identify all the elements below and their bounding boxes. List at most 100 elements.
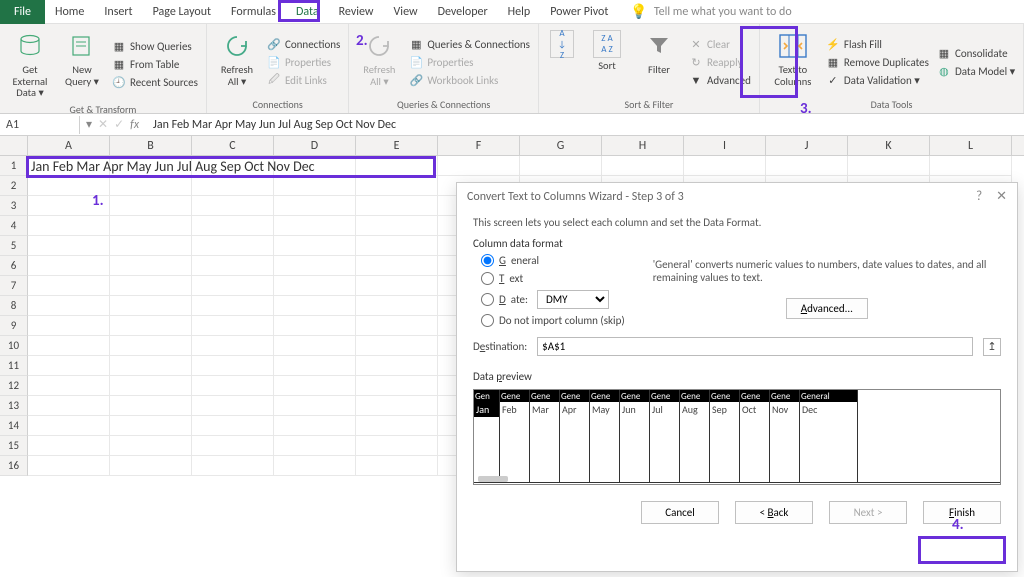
tab-help[interactable]: Help	[498, 1, 541, 23]
cell[interactable]	[356, 376, 438, 396]
dropdown-icon[interactable]: ▾	[86, 117, 92, 132]
consolidate-button[interactable]: ▦Consolidate	[935, 45, 1017, 61]
cell[interactable]	[274, 236, 356, 256]
row-header[interactable]: 16	[0, 456, 28, 476]
tab-view[interactable]: View	[384, 1, 428, 23]
cell[interactable]	[356, 276, 438, 296]
cell[interactable]	[848, 156, 930, 176]
cell[interactable]	[28, 256, 110, 276]
cell[interactable]	[28, 236, 110, 256]
column-header[interactable]: H	[602, 136, 684, 155]
cell[interactable]	[192, 296, 274, 316]
cell[interactable]	[356, 256, 438, 276]
cell[interactable]	[356, 356, 438, 376]
cell[interactable]	[438, 156, 520, 176]
qc-properties-button[interactable]: 📄Properties	[407, 54, 532, 70]
cell[interactable]	[192, 416, 274, 436]
cell[interactable]	[274, 216, 356, 236]
cell[interactable]	[192, 276, 274, 296]
row-header[interactable]: 13	[0, 396, 28, 416]
cell[interactable]	[110, 436, 192, 456]
cell[interactable]	[192, 356, 274, 376]
column-header[interactable]: K	[848, 136, 930, 155]
cell[interactable]	[356, 156, 438, 176]
cell[interactable]	[274, 396, 356, 416]
cell[interactable]	[192, 376, 274, 396]
cell[interactable]	[274, 276, 356, 296]
preview-column[interactable]: GeneMay	[590, 390, 620, 482]
cell[interactable]	[356, 416, 438, 436]
cell[interactable]	[274, 436, 356, 456]
row-header[interactable]: 2	[0, 176, 28, 196]
cell[interactable]	[28, 356, 110, 376]
cell[interactable]	[766, 156, 848, 176]
cell[interactable]	[28, 276, 110, 296]
column-header[interactable]: E	[356, 136, 438, 155]
back-button[interactable]: < Back	[735, 501, 813, 524]
radio-skip[interactable]	[481, 314, 494, 327]
row-header[interactable]: 3	[0, 196, 28, 216]
cell[interactable]	[356, 396, 438, 416]
cell[interactable]	[28, 316, 110, 336]
tab-power-pivot[interactable]: Power Pivot	[540, 1, 618, 23]
cell[interactable]	[930, 156, 1012, 176]
cell[interactable]	[192, 256, 274, 276]
column-header[interactable]: J	[766, 136, 848, 155]
cell[interactable]	[274, 376, 356, 396]
cell[interactable]	[192, 396, 274, 416]
radio-date[interactable]	[481, 293, 494, 306]
advanced-filter-button[interactable]: ▼Advanced	[687, 72, 753, 88]
data-model-button[interactable]: ◍Data Model ▾	[935, 63, 1017, 79]
cell[interactable]	[110, 256, 192, 276]
preview-column[interactable]: GeneMar	[530, 390, 560, 482]
radio-general[interactable]	[481, 254, 494, 267]
sort-az-button[interactable]: A↓Z	[545, 28, 579, 96]
preview-column[interactable]: GeneJun	[620, 390, 650, 482]
select-all-corner[interactable]	[0, 136, 28, 155]
row-header[interactable]: 10	[0, 336, 28, 356]
cell[interactable]	[192, 436, 274, 456]
column-header[interactable]: D	[274, 136, 356, 155]
preview-column[interactable]: GeneSep	[710, 390, 740, 482]
destination-input[interactable]	[537, 337, 973, 356]
cell[interactable]	[110, 216, 192, 236]
row-header[interactable]: 4	[0, 216, 28, 236]
cell[interactable]	[274, 196, 356, 216]
recent-sources-button[interactable]: 🕘Recent Sources	[110, 74, 200, 90]
cell[interactable]	[28, 396, 110, 416]
preview-column[interactable]: GeneApr	[560, 390, 590, 482]
cell[interactable]	[192, 176, 274, 196]
cell[interactable]	[192, 316, 274, 336]
tab-developer[interactable]: Developer	[428, 1, 498, 23]
row-header[interactable]: 11	[0, 356, 28, 376]
remove-duplicates-button[interactable]: ▦Remove Duplicates	[824, 54, 931, 70]
cell[interactable]	[274, 296, 356, 316]
queries-connections-button[interactable]: ▦Queries & Connections	[407, 36, 532, 52]
cancel-button[interactable]: Cancel	[641, 501, 719, 524]
row-header[interactable]: 5	[0, 236, 28, 256]
cell[interactable]	[192, 216, 274, 236]
preview-scrollbar[interactable]	[478, 476, 508, 482]
cell[interactable]	[356, 336, 438, 356]
formula-input[interactable]: Jan Feb Mar Apr May Jun Jul Aug Sep Oct …	[145, 118, 396, 132]
cell[interactable]	[110, 456, 192, 476]
cell[interactable]	[192, 236, 274, 256]
cell[interactable]	[110, 196, 192, 216]
cell[interactable]	[520, 156, 602, 176]
edit-links-button[interactable]: 🖉Edit Links	[265, 72, 342, 88]
sort-button[interactable]: Z AA Z Sort	[583, 28, 631, 96]
cell[interactable]	[28, 336, 110, 356]
cell[interactable]	[274, 256, 356, 276]
refresh-all-button[interactable]: Refresh All ▾	[213, 28, 261, 96]
cell[interactable]	[356, 196, 438, 216]
cancel-icon[interactable]: ✕	[98, 117, 108, 132]
row-header[interactable]: 9	[0, 316, 28, 336]
range-selector-icon[interactable]: ↥	[983, 338, 1001, 356]
cell[interactable]	[356, 436, 438, 456]
cell[interactable]	[110, 276, 192, 296]
row-header[interactable]: 12	[0, 376, 28, 396]
tab-review[interactable]: Review	[329, 1, 384, 23]
cell[interactable]	[110, 176, 192, 196]
show-queries-button[interactable]: ▦Show Queries	[110, 38, 200, 54]
preview-column[interactable]: GenJan	[474, 390, 500, 482]
